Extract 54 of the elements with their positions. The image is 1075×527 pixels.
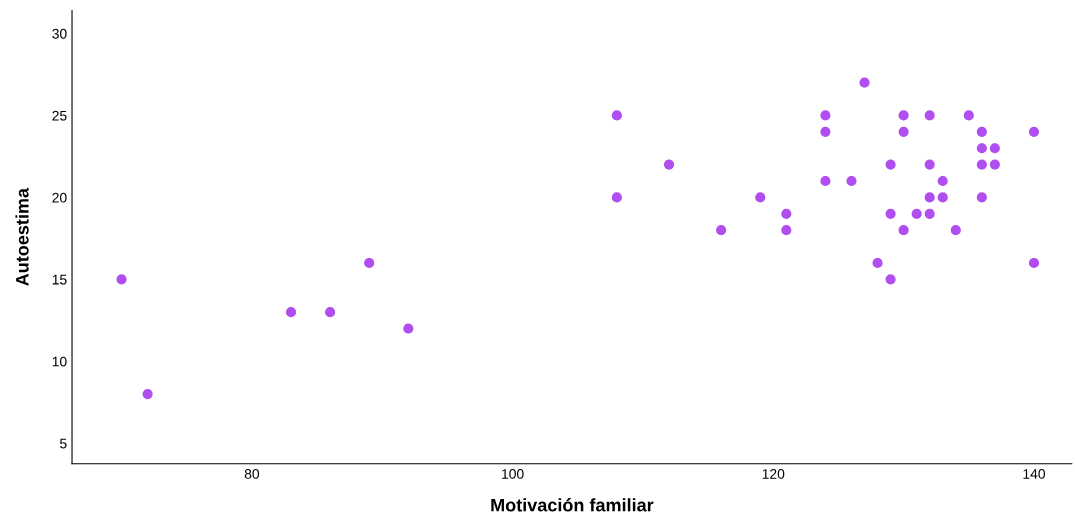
point — [1028, 257, 1040, 269]
point — [820, 175, 831, 187]
point — [781, 208, 792, 219]
point — [924, 159, 935, 170]
point — [976, 126, 987, 137]
point — [663, 159, 675, 170]
x-tick-label: 140 — [1023, 468, 1046, 479]
point — [885, 274, 896, 285]
x-tick-label: 80 — [244, 468, 260, 479]
point — [611, 110, 622, 121]
point — [364, 257, 375, 269]
point — [846, 175, 857, 187]
point — [820, 126, 831, 137]
point — [898, 126, 909, 137]
point — [611, 192, 622, 203]
y-axis-title: Autoestima — [15, 187, 29, 286]
point — [937, 192, 948, 203]
point — [325, 307, 336, 318]
point — [885, 208, 896, 219]
y-tick-label: 30 — [52, 28, 67, 39]
point — [142, 389, 153, 400]
point — [937, 175, 948, 187]
point — [403, 323, 414, 334]
y-tick-label: 25 — [52, 110, 67, 121]
x-axis-title: Motivación familiar — [491, 498, 654, 512]
y-tick-label: 20 — [52, 192, 67, 203]
point — [716, 225, 727, 236]
point — [976, 143, 987, 154]
x-tick-label: 120 — [762, 468, 785, 479]
point — [1028, 126, 1040, 137]
point — [885, 159, 896, 170]
point — [911, 208, 922, 219]
point — [859, 77, 870, 88]
point — [898, 225, 909, 236]
y-tick-label: 15 — [52, 274, 67, 285]
x-tick-label: 100 — [502, 468, 524, 479]
point — [950, 225, 961, 236]
point — [963, 110, 974, 121]
point — [898, 110, 909, 121]
point — [285, 307, 297, 318]
point — [781, 225, 792, 236]
point — [872, 257, 883, 269]
y-tick-label: 10 — [52, 356, 67, 367]
point — [924, 192, 935, 203]
point — [976, 192, 987, 203]
point — [976, 159, 987, 170]
y-tick-label: 5 — [60, 438, 67, 449]
point — [116, 274, 127, 285]
point — [989, 159, 1000, 170]
point — [924, 110, 935, 121]
point — [820, 110, 831, 121]
point — [989, 143, 1000, 154]
point — [924, 208, 935, 219]
point — [755, 192, 766, 203]
